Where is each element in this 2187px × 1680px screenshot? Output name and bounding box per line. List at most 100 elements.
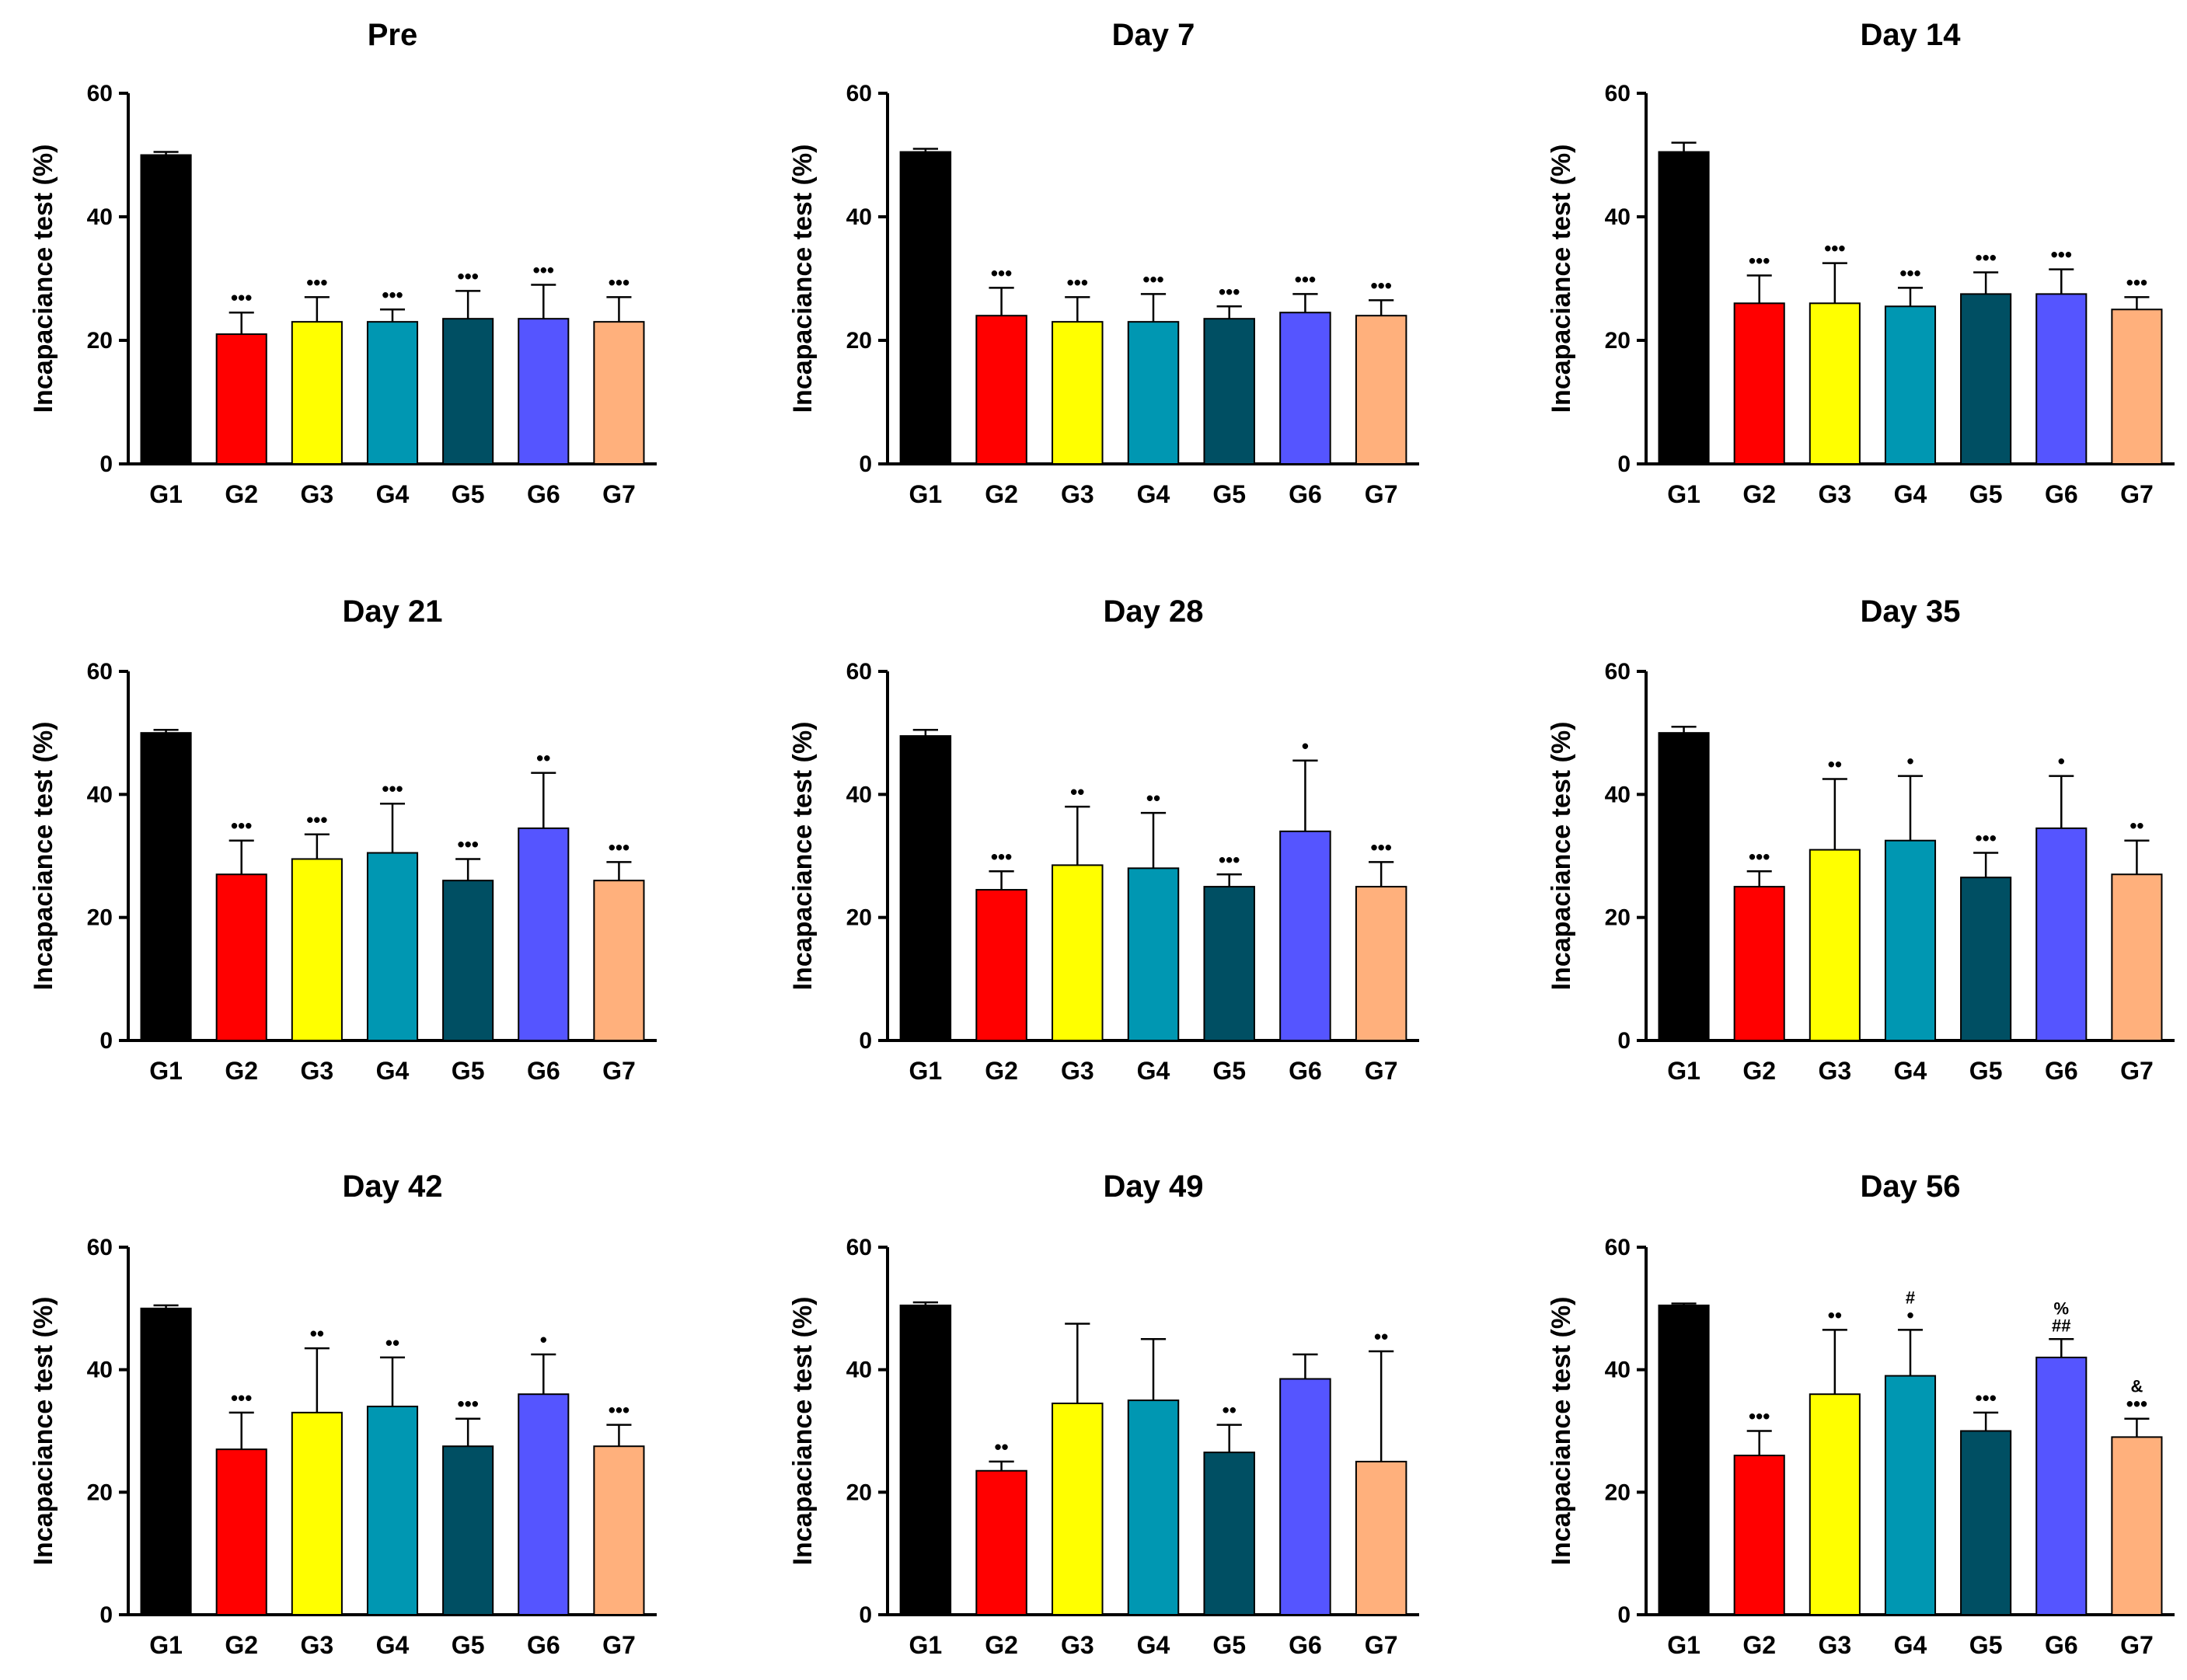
significance-mark: ••• <box>991 261 1012 284</box>
significance-mark-secondary: # <box>1906 1288 1915 1307</box>
y-tick-label: 40 <box>846 1358 872 1383</box>
significance-mark: ••• <box>1975 827 1996 850</box>
significance-mark: ••• <box>457 1392 478 1416</box>
significance-mark: ••• <box>382 283 403 306</box>
significance-mark: ••• <box>1370 835 1391 859</box>
bar-g3 <box>1052 321 1104 465</box>
bar-g7 <box>1355 1460 1407 1616</box>
x-tick-label-g2: G2 <box>1742 480 1776 508</box>
bar-g1 <box>899 151 952 465</box>
y-tick-label: 20 <box>87 328 113 354</box>
x-tick-label-g4: G4 <box>1894 1631 1927 1659</box>
significance-mark: ••• <box>382 777 403 800</box>
chart-title: Day 28 <box>1104 594 1204 629</box>
x-tick-label-g3: G3 <box>1819 480 1852 508</box>
x-tick-label-g1: G1 <box>909 1057 943 1085</box>
significance-mark: ••• <box>1370 274 1391 297</box>
chart-title: Day 49 <box>1104 1169 1204 1204</box>
significance-mark: ••• <box>457 264 478 288</box>
significance-mark: ••• <box>609 1399 630 1422</box>
bar-g7 <box>2111 308 2163 465</box>
bar-g2 <box>1733 302 1785 465</box>
x-tick-label-g1: G1 <box>149 480 183 508</box>
bar-g4 <box>1884 839 1937 1042</box>
x-tick-label-g1: G1 <box>149 1057 183 1085</box>
significance-mark-secondary: & <box>2130 1377 2143 1396</box>
x-tick-label-g3: G3 <box>1061 1057 1094 1085</box>
significance-mark: ••• <box>1899 261 1920 284</box>
y-axis-label: Incapaciance test (%) <box>1547 722 1576 991</box>
significance-mark: ••• <box>1975 1386 1996 1410</box>
y-tick-label: 60 <box>87 1235 113 1260</box>
bar-g1 <box>140 1307 192 1616</box>
x-tick-label-g5: G5 <box>1969 480 2003 508</box>
bar-g2 <box>975 889 1027 1041</box>
bar-g6 <box>518 827 570 1041</box>
y-tick-label: 40 <box>846 204 872 230</box>
x-tick-label-g4: G4 <box>1894 480 1927 508</box>
bar-g6 <box>2035 827 2088 1041</box>
significance-mark: ••• <box>609 270 630 294</box>
bar-g7 <box>593 321 645 465</box>
bar-g5 <box>1960 1430 2012 1616</box>
x-tick-label-g3: G3 <box>301 1057 334 1085</box>
bar-g3 <box>1809 302 1861 465</box>
bar-g3 <box>1809 849 1861 1042</box>
bar-g2 <box>1733 1455 1785 1616</box>
significance-mark: ••• <box>2126 1392 2147 1416</box>
significance-mark: ••• <box>533 258 554 281</box>
bar-g4 <box>366 1405 419 1616</box>
significance-mark: ••• <box>2126 270 2147 294</box>
y-tick-label: 40 <box>87 1358 113 1383</box>
x-tick-label-g1: G1 <box>149 1631 183 1659</box>
significance-mark: ••• <box>1295 267 1316 291</box>
bar-g1 <box>1658 732 1710 1042</box>
chart-panel-day-14: Day 14 Incapaciance test (%) 0 20 40 60 G1 ••• G… <box>1547 18 2175 508</box>
bar-g5 <box>1960 293 2012 465</box>
significance-mark: •• <box>994 1435 1008 1459</box>
significance-mark-tertiary: % <box>2054 1298 2070 1318</box>
x-tick-label-g5: G5 <box>1969 1057 2003 1085</box>
bar-g4 <box>1127 1399 1180 1616</box>
y-tick-label: 60 <box>1605 1235 1631 1260</box>
y-tick-label: 20 <box>1605 328 1631 354</box>
x-tick-label-g6: G6 <box>2045 1057 2078 1085</box>
significance-mark: • <box>1302 734 1309 758</box>
bar-g7 <box>2111 1436 2163 1616</box>
significance-mark: ••• <box>306 270 327 294</box>
y-axis-label: Incapaciance test (%) <box>788 722 818 991</box>
chart-title: Day 42 <box>343 1169 443 1204</box>
significance-mark: ••• <box>1749 845 1770 868</box>
bar-g2 <box>975 1469 1027 1616</box>
x-tick-label-g2: G2 <box>1742 1631 1776 1659</box>
x-tick-label-g6: G6 <box>527 1057 560 1085</box>
x-tick-label-g7: G7 <box>602 1631 636 1659</box>
x-tick-label-g2: G2 <box>225 1057 258 1085</box>
chart-panel-day-49: Day 49 Incapaciance test (%) 0 20 40 60 G1 •• G2… <box>788 1169 1419 1659</box>
y-tick-label: 0 <box>99 451 113 477</box>
significance-mark: •• <box>1223 1399 1237 1422</box>
chart-title: Day 21 <box>343 594 443 629</box>
x-tick-label-g3: G3 <box>1061 480 1094 508</box>
x-tick-label-g7: G7 <box>602 480 636 508</box>
y-tick-label: 40 <box>87 782 113 807</box>
significance-mark: • <box>540 1328 547 1351</box>
bar-g4 <box>366 321 419 465</box>
x-tick-label-g6: G6 <box>527 1631 560 1659</box>
bar-g2 <box>1733 886 1785 1042</box>
y-tick-label: 60 <box>1605 81 1631 106</box>
x-tick-label-g5: G5 <box>1212 1631 1246 1659</box>
y-axis-label: Incapaciance test (%) <box>788 1297 818 1566</box>
x-tick-label-g3: G3 <box>301 480 334 508</box>
significance-mark-secondary: ## <box>2052 1316 2070 1335</box>
y-tick-label: 60 <box>87 659 113 685</box>
x-tick-label-g6: G6 <box>1289 1631 1322 1659</box>
chart-title: Day 7 <box>1112 18 1195 52</box>
y-tick-label: 0 <box>1617 1028 1631 1054</box>
significance-mark: ••• <box>1975 246 1996 270</box>
chart-panel-day-21: Day 21 Incapaciance test (%) 0 20 40 60 G1 ••• G… <box>29 594 657 1085</box>
y-tick-label: 60 <box>846 1235 872 1260</box>
y-tick-label: 0 <box>859 451 872 477</box>
x-tick-label-g2: G2 <box>1742 1057 1776 1085</box>
